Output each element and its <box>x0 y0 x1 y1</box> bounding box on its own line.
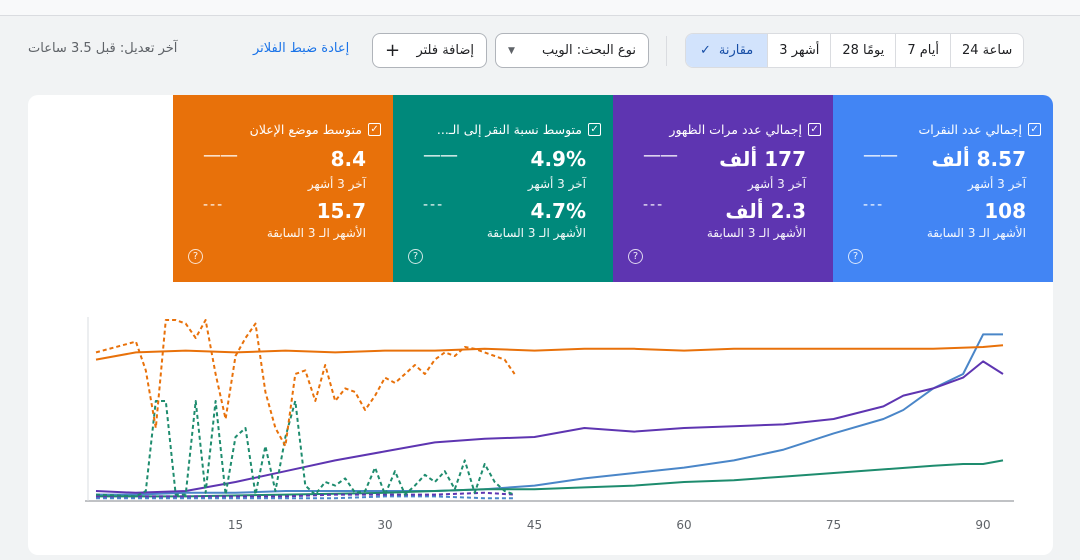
card-current-period: آخر 3 أشهر <box>527 177 586 191</box>
card-previous-period: الأشهر الـ 3 السابقة <box>266 226 366 240</box>
date-range-selector: ✓ مقارنة 3 أشهر 28 يومًا 7 أيام 24 ساعة <box>685 33 1025 68</box>
solid-line-legend-icon: —— <box>643 145 678 166</box>
toolbar: ✓ مقارنة 3 أشهر 28 يومًا 7 أيام 24 ساعة … <box>0 32 1080 70</box>
solid-line-legend-icon: —— <box>203 145 238 166</box>
dashed-line-legend-icon: --- <box>423 197 445 213</box>
card-title: إجمالي عدد مرات الظهور <box>669 122 802 137</box>
series-line-position-previous <box>95 319 516 447</box>
help-icon[interactable]: ? <box>408 249 423 264</box>
card-average-ctr[interactable]: ✓ متوسط نسبة النقر إلى الـ... 4.9% آخر 3 … <box>393 95 613 282</box>
card-average-position[interactable]: ✓ متوسط موضع الإعلان 8.4 آخر 3 أشهر 15.7 … <box>173 95 393 282</box>
range-24-hours-label: 24 ساعة <box>961 43 1013 58</box>
checkbox-icon[interactable]: ✓ <box>1028 123 1041 136</box>
search-type-label: نوع البحث: الويب <box>541 43 636 58</box>
help-icon[interactable]: ? <box>628 249 643 264</box>
add-filter-button[interactable]: + إضافة فلتر <box>372 33 487 68</box>
series-line-impressions-current <box>95 360 1004 494</box>
x-axis-ticks: 15 30 45 60 75 90 <box>228 518 991 532</box>
range-24-hours[interactable]: 24 ساعة <box>949 34 1023 67</box>
checkbox-icon[interactable]: ✓ <box>588 123 601 136</box>
series-line-ctr-current <box>96 459 1004 498</box>
dropdown-arrow-icon: ▼ <box>508 45 515 56</box>
chart-lines <box>95 319 1004 500</box>
series-line-ctr-previous <box>95 400 515 498</box>
card-total-clicks[interactable]: ✓ إجمالي عدد النقرات 8.57 ألف آخر 3 أشهر … <box>833 95 1053 282</box>
card-current-period: آخر 3 أشهر <box>747 177 806 191</box>
range-3-months-label: 3 أشهر <box>779 43 820 58</box>
x-tick-label: 90 <box>975 518 990 532</box>
card-title: إجمالي عدد النقرات <box>918 122 1022 137</box>
card-previous-value: 15.7 <box>316 199 366 223</box>
card-current-value: 4.9% <box>530 147 586 171</box>
help-icon[interactable]: ? <box>848 249 863 264</box>
card-current-period: آخر 3 أشهر <box>307 177 366 191</box>
range-3-months[interactable]: 3 أشهر <box>767 34 830 67</box>
series-line-clicks-previous <box>96 495 515 500</box>
checkbox-icon[interactable]: ✓ <box>368 123 381 136</box>
card-current-value: 177 ألف <box>719 147 806 171</box>
range-7-days[interactable]: 7 أيام <box>895 34 950 67</box>
checkbox-icon[interactable]: ✓ <box>808 123 821 136</box>
series-line-position-current <box>95 344 1004 361</box>
card-previous-value: 2.3 ألف <box>725 199 806 223</box>
toolbar-divider <box>666 36 667 66</box>
x-tick-label: 75 <box>826 518 841 532</box>
card-previous-period: الأشهر الـ 3 السابقة <box>486 226 586 240</box>
series-line-impressions-previous <box>96 491 515 498</box>
range-28-days[interactable]: 28 يومًا <box>830 34 895 67</box>
range-compare-label: مقارنة <box>718 43 754 58</box>
solid-line-legend-icon: —— <box>863 145 898 166</box>
card-current-value: 8.4 <box>330 147 366 171</box>
card-title: متوسط نسبة النقر إلى الـ... <box>436 122 582 137</box>
solid-line-legend-icon: —— <box>423 145 458 166</box>
dashed-line-legend-icon: --- <box>203 197 225 213</box>
range-28-days-label: 28 يومًا <box>842 43 885 58</box>
x-tick-label: 60 <box>676 518 691 532</box>
series-line-clicks-current <box>96 333 1003 496</box>
card-title: متوسط موضع الإعلان <box>249 122 362 137</box>
x-tick-label: 15 <box>228 518 243 532</box>
x-tick-label: 30 <box>377 518 392 532</box>
card-current-value: 8.57 ألف <box>931 147 1026 171</box>
range-7-days-label: 7 أيام <box>907 43 939 58</box>
help-icon[interactable]: ? <box>188 249 203 264</box>
range-compare[interactable]: ✓ مقارنة <box>686 34 768 67</box>
card-previous-period: الأشهر الـ 3 السابقة <box>706 226 806 240</box>
card-current-period: آخر 3 أشهر <box>967 177 1026 191</box>
last-updated-text: آخر تعديل: قبل 3.5 ساعات <box>28 41 178 56</box>
add-filter-label: إضافة فلتر <box>416 43 474 58</box>
performance-panel: ✓ إجمالي عدد النقرات 8.57 ألف آخر 3 أشهر … <box>28 95 1053 555</box>
reset-filters-link[interactable]: إعادة ضبط الفلاتر <box>253 41 350 56</box>
card-previous-value: 108 <box>984 199 1026 223</box>
check-icon: ✓ <box>700 43 711 58</box>
search-type-dropdown[interactable]: ▼ نوع البحث: الويب <box>495 33 649 68</box>
top-bar <box>0 0 1080 16</box>
dashed-line-legend-icon: --- <box>643 197 665 213</box>
card-previous-period: الأشهر الـ 3 السابقة <box>926 226 1026 240</box>
card-total-impressions[interactable]: ✓ إجمالي عدد مرات الظهور 177 ألف آخر 3 أش… <box>613 95 833 282</box>
card-previous-value: 4.7% <box>530 199 586 223</box>
dashed-line-legend-icon: --- <box>863 197 885 213</box>
plus-icon: + <box>385 39 401 61</box>
x-tick-label: 45 <box>527 518 542 532</box>
